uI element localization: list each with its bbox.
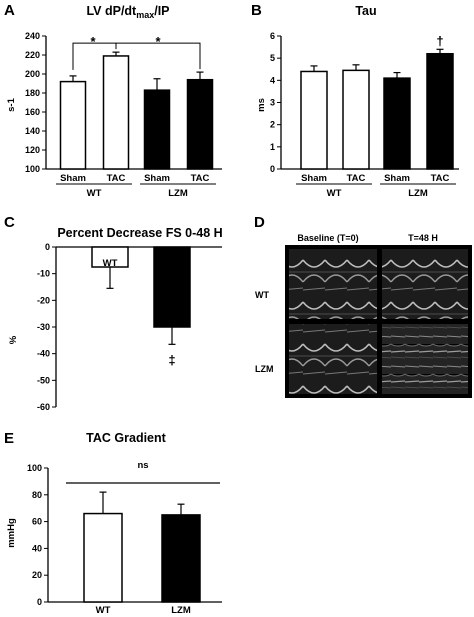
y-tick-label: -40 [37, 349, 50, 359]
title-main: LV dP/dt [86, 4, 137, 18]
category-label: Sham [301, 173, 327, 184]
chart-b: B Tau ms 0 1 2 3 4 5 6 Sham TAC Sham TAC WT LZM † [251, 2, 459, 199]
y-tick-label: -30 [37, 322, 50, 332]
panel-label: A [4, 2, 15, 19]
echo-lzm-48h [382, 324, 468, 394]
y-axis-label: % [8, 335, 19, 344]
category-label: WT [103, 258, 118, 269]
group-label: LZM [408, 188, 428, 199]
y-tick-label: 160 [25, 107, 40, 117]
chart-title: LV dP/dtmax/IP [86, 4, 169, 20]
category-label: TAC [347, 173, 366, 184]
y-tick-label: 220 [25, 50, 40, 60]
y-tick-label: -10 [37, 269, 50, 279]
category-label: Sham [144, 173, 170, 184]
title-tail: /IP [154, 4, 169, 18]
group-label: LZM [168, 188, 188, 199]
panel-label: C [4, 214, 15, 231]
group-label: WT [327, 188, 342, 199]
significance-bracket [72, 42, 117, 70]
y-tick-label: 6 [270, 31, 275, 41]
title-subscript: max [136, 10, 154, 20]
column-label-48h: T=48 H [408, 233, 438, 243]
y-tick-label: 0 [270, 164, 275, 174]
chart-e: E TAC Gradient mmHg 0 20 40 60 80 100 WT LZM ns [4, 430, 222, 616]
panel-c: C Percent Decrease FS 0-48 H % 0 -10 -20 -3… [0, 210, 237, 425]
echo-wt-baseline [289, 249, 377, 319]
y-tick-label: -20 [37, 295, 50, 305]
y-axis-label: mmHg [6, 518, 17, 548]
y-tick-label: 120 [25, 145, 40, 155]
y-tick-label: 20 [32, 570, 42, 580]
echo-lzm-baseline [289, 324, 377, 394]
column-label-baseline: Baseline (T=0) [297, 233, 358, 243]
panel-label: D [254, 214, 265, 231]
bar [426, 52, 454, 170]
row-label-lzm: LZM [255, 364, 274, 374]
y-tick-label: 60 [32, 517, 42, 527]
y-tick-label: 3 [270, 98, 275, 108]
ns-label: ns [137, 460, 148, 471]
y-tick-label: 100 [25, 164, 40, 174]
y-tick-label: 4 [270, 75, 275, 85]
category-label: TAC [431, 173, 450, 184]
chart-c: C Percent Decrease FS 0-48 H % 0 -10 -20 -3… [4, 214, 223, 412]
bar [186, 78, 214, 170]
chart-a: A LV dP/dtmax/IP s-1 * * 100 120 140 160 180… [4, 2, 222, 199]
category-label: Sham [60, 173, 86, 184]
bar [59, 80, 87, 170]
bar [300, 70, 328, 170]
category-label: LZM [171, 605, 191, 616]
echo-image-grid: D Baseline (T=0) T=48 H WT LZM [254, 214, 472, 398]
y-tick-label: 1 [270, 142, 275, 152]
y-tick-label: 40 [32, 543, 42, 553]
y-tick-label: 0 [37, 597, 42, 607]
y-tick-label: -50 [37, 375, 50, 385]
y-tick-label: 2 [270, 120, 275, 130]
y-tick-label: 100 [27, 463, 42, 473]
y-tick-label: 140 [25, 126, 40, 136]
category-label: WT [96, 605, 111, 616]
chart-title: TAC Gradient [86, 431, 166, 445]
significance-mark: * [90, 34, 96, 49]
bar [342, 69, 370, 170]
double-dagger-mark: ‡ [168, 352, 175, 367]
bar [153, 246, 191, 328]
category-label: TAC [107, 173, 126, 184]
bar [102, 55, 130, 170]
significance-mark: * [155, 34, 161, 49]
y-tick-label: 200 [25, 69, 40, 79]
bar [161, 514, 201, 603]
y-tick-label: 5 [270, 53, 275, 63]
y-axis-label: ms [256, 98, 267, 112]
y-tick-label: 240 [25, 31, 40, 41]
panel-a: A LV dP/dtmax/IP s-1 * * 100 120 140 160 180… [0, 0, 237, 210]
chart-title: Tau [355, 4, 376, 18]
y-tick-label: 80 [32, 490, 42, 500]
significance-bracket [116, 42, 201, 70]
row-label-wt: WT [255, 290, 269, 300]
y-tick-label: 180 [25, 88, 40, 98]
group-label: WT [87, 188, 102, 199]
panel-e: E TAC Gradient mmHg 0 20 40 60 80 100 WT LZM ns [0, 425, 237, 617]
panel-b: B Tau ms 0 1 2 3 4 5 6 Sham TAC Sham TAC WT LZM † [237, 0, 474, 210]
y-tick-label: 0 [45, 242, 50, 252]
panel-d: D Baseline (T=0) T=48 H WT LZM [237, 210, 474, 425]
category-label: TAC [191, 173, 210, 184]
dagger-mark: † [436, 33, 443, 48]
panel-label: E [4, 430, 14, 447]
category-label: LZM [162, 258, 182, 269]
y-tick-label: -60 [37, 402, 50, 412]
chart-title: Percent Decrease FS 0-48 H [57, 226, 222, 240]
panel-label: B [251, 2, 262, 19]
bar [143, 89, 171, 170]
bar [383, 77, 411, 170]
bar [83, 512, 123, 603]
y-axis-label: s-1 [6, 97, 17, 111]
category-label: Sham [384, 173, 410, 184]
echo-wt-48h [382, 249, 468, 319]
